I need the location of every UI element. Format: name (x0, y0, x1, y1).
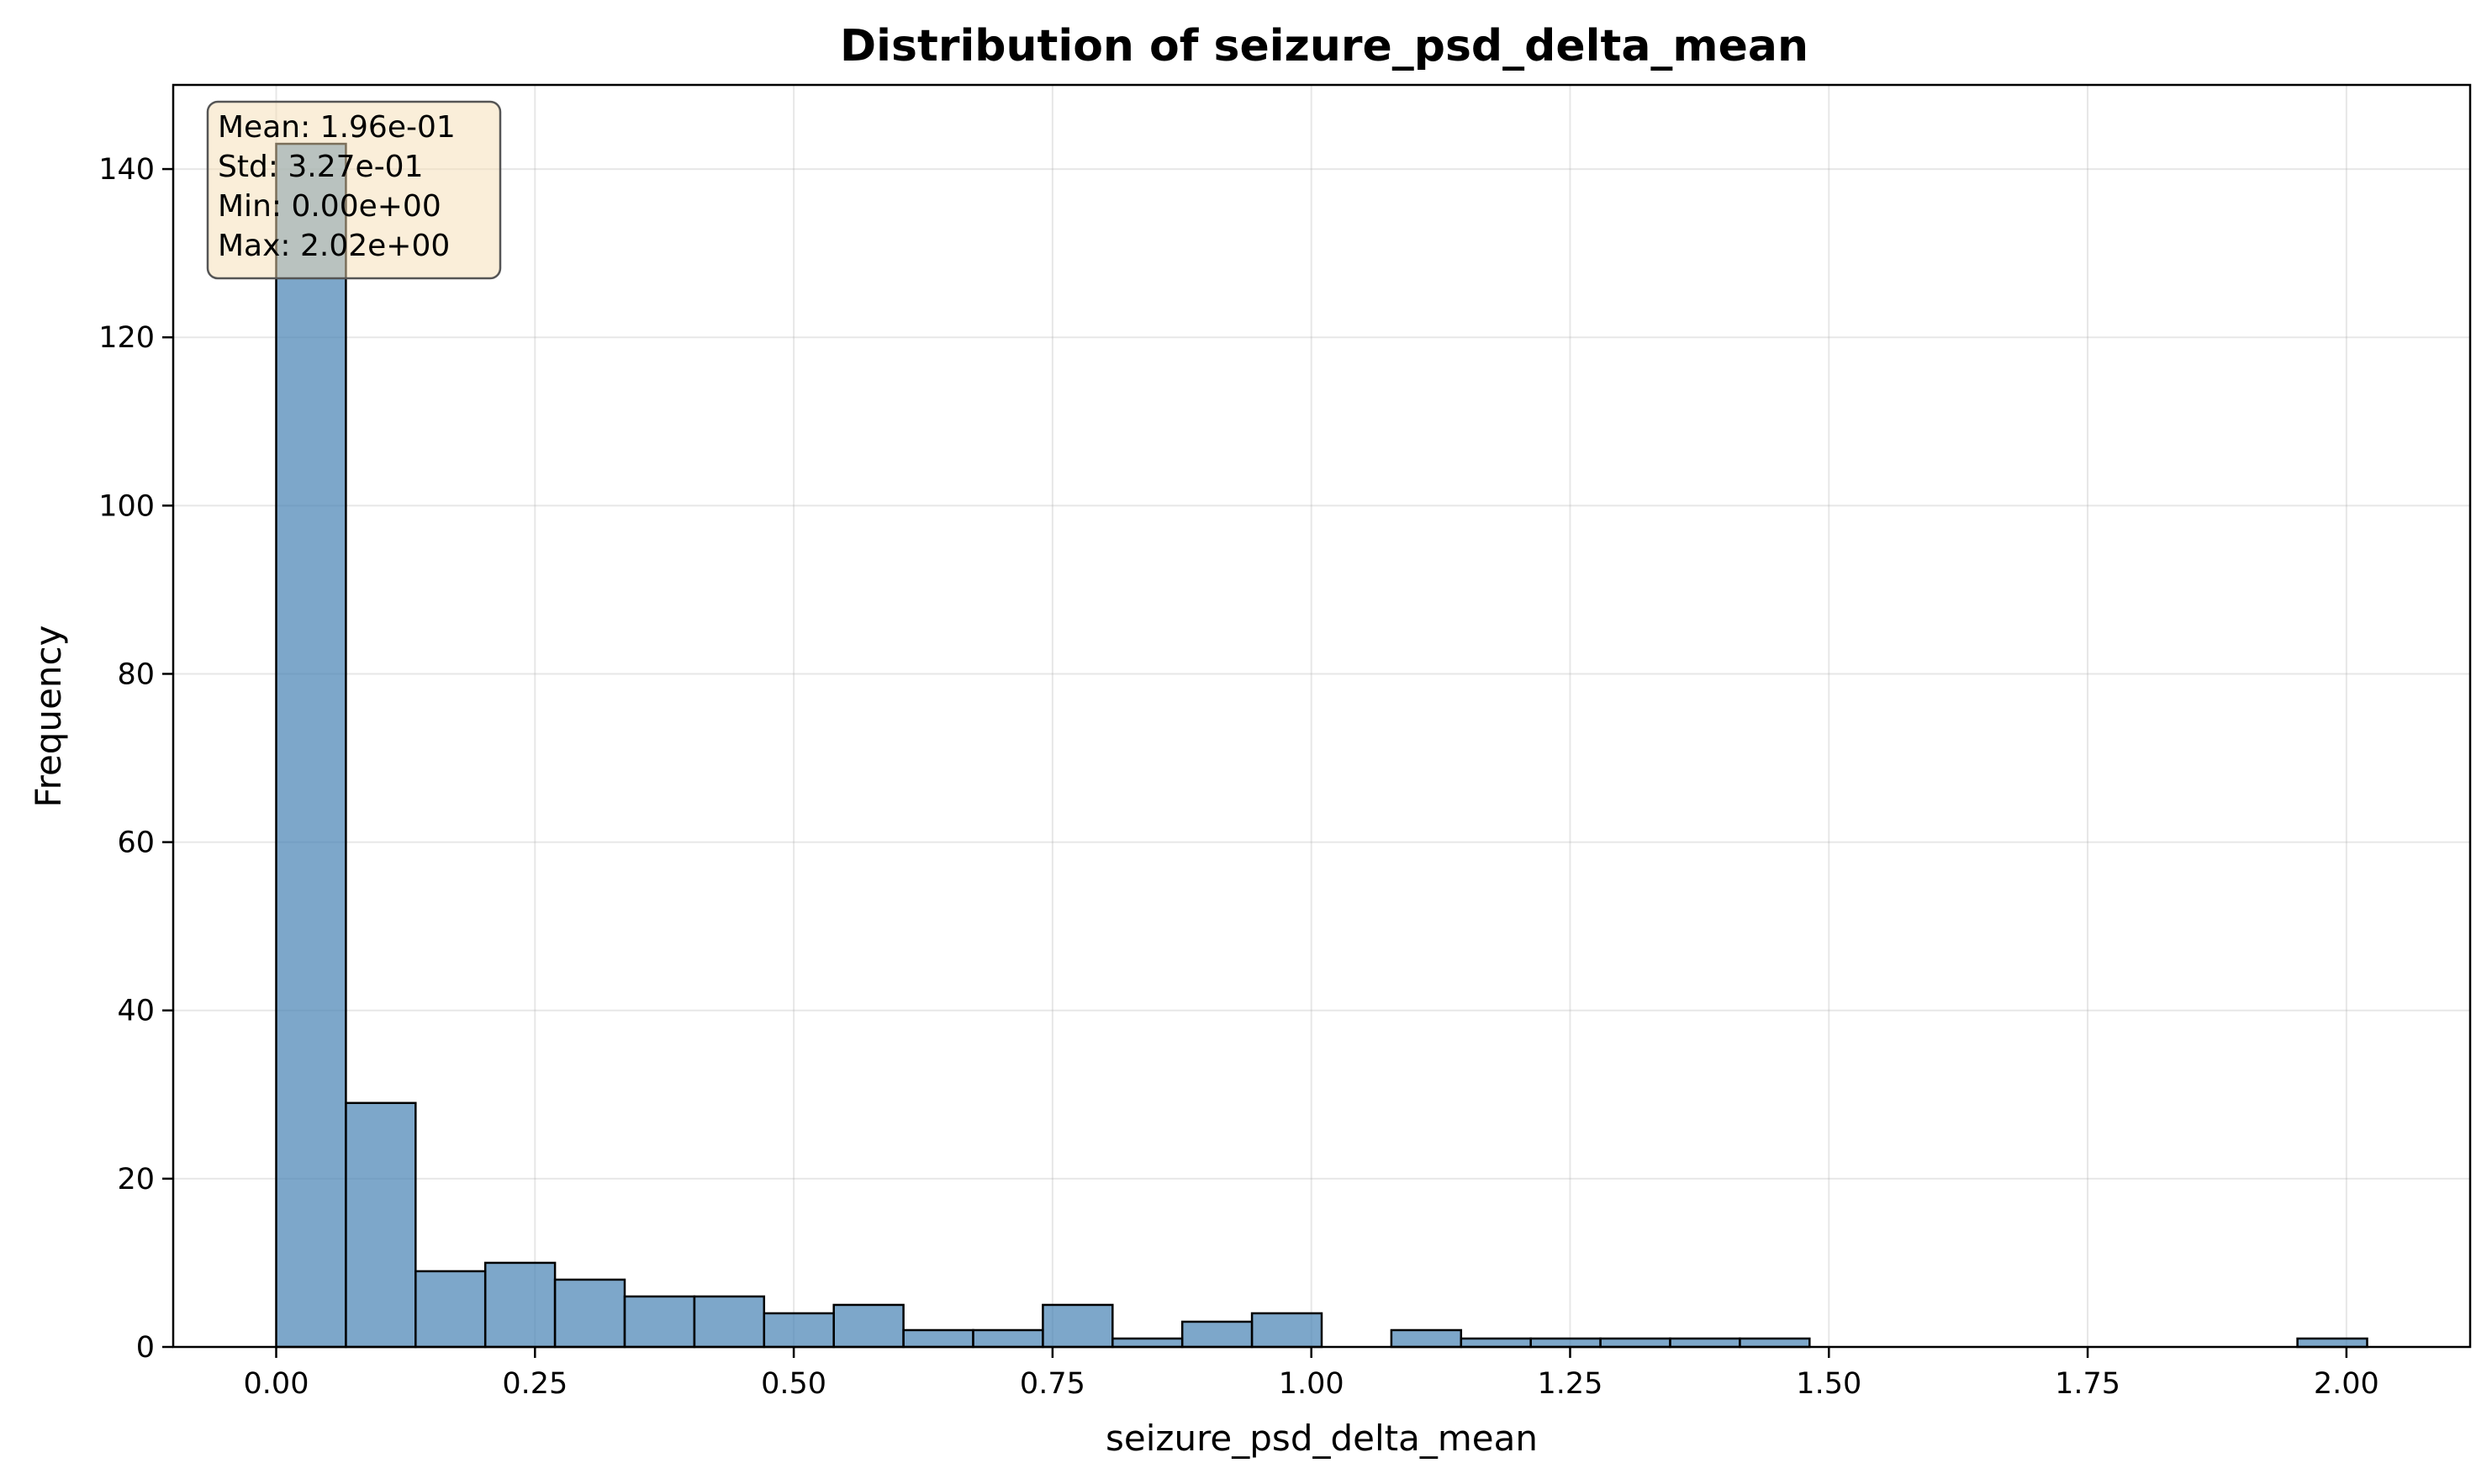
stats-annotation: Mean: 1.96e-01 Std: 3.27e-01 Min: 0.00e+… (206, 100, 502, 280)
histogram-bar (1739, 1337, 1811, 1349)
histogram-bar (1529, 1337, 1602, 1349)
y-tick-label: 0 (136, 1331, 155, 1365)
x-tick-label: 2.00 (2314, 1367, 2379, 1401)
histogram-bar (972, 1328, 1044, 1349)
x-tick-label: 0.25 (502, 1367, 568, 1401)
x-tick-label: 1.25 (1538, 1367, 1603, 1401)
y-axis-label: Frequency (28, 626, 69, 808)
y-axis-ticks: 0 20 40 60 80 100 120 140 (98, 153, 173, 1365)
x-axis-ticks: 0.00 0.25 0.50 0.75 1.00 1.25 1.50 1.75 2.00 (244, 1347, 2379, 1401)
plot-frame (172, 83, 2472, 1349)
y-tick-label: 120 (98, 321, 155, 355)
histogram-bar (345, 1101, 417, 1349)
y-tick-label: 80 (117, 658, 155, 691)
x-axis-label: seizure_psd_delta_mean (1106, 1418, 1538, 1459)
histogram-bar (275, 142, 347, 1349)
x-tick-label: 1.00 (1279, 1367, 1344, 1401)
histogram-bar (1180, 1320, 1254, 1349)
stats-min: Min: 0.00e+00 (218, 189, 441, 224)
histogram-bar (1042, 1303, 1114, 1349)
y-tick-label: 40 (117, 995, 155, 1028)
chart-title: Distribution of seizure_psd_delta_mean (840, 21, 1808, 71)
histogram-bar (832, 1303, 905, 1349)
histogram-bar (1599, 1337, 1671, 1349)
histogram-bar (1390, 1328, 1463, 1349)
histogram-bar (1111, 1337, 1184, 1349)
histogram-bar (763, 1312, 835, 1349)
x-tick-label: 0.00 (244, 1367, 309, 1401)
histogram-bar (553, 1278, 626, 1349)
x-tick-label: 0.75 (1020, 1367, 1085, 1401)
histogram-bar (1669, 1337, 1741, 1349)
y-tick-label: 100 (98, 489, 155, 523)
histogram-bar (623, 1295, 696, 1349)
histogram-bar (2296, 1337, 2368, 1349)
histogram-bar (414, 1270, 487, 1349)
histogram-bar (693, 1295, 766, 1349)
y-tick-label: 20 (117, 1163, 155, 1196)
x-tick-label: 0.50 (761, 1367, 826, 1401)
x-tick-label: 1.75 (2055, 1367, 2120, 1401)
x-tick-label: 1.50 (1796, 1367, 1861, 1401)
histogram-bar (483, 1261, 557, 1349)
histogram-bars (275, 142, 2368, 1349)
stats-max: Max: 2.02e+00 (218, 229, 450, 263)
histogram-bar (1250, 1312, 1323, 1349)
stats-std: Std: 3.27e-01 (218, 150, 424, 184)
stats-mean: Mean: 1.96e-01 (218, 110, 456, 145)
histogram-bar (902, 1328, 974, 1349)
stats-box (206, 100, 502, 280)
y-tick-label: 60 (117, 826, 155, 860)
histogram-bar (1460, 1337, 1532, 1349)
y-tick-label: 140 (98, 153, 155, 187)
